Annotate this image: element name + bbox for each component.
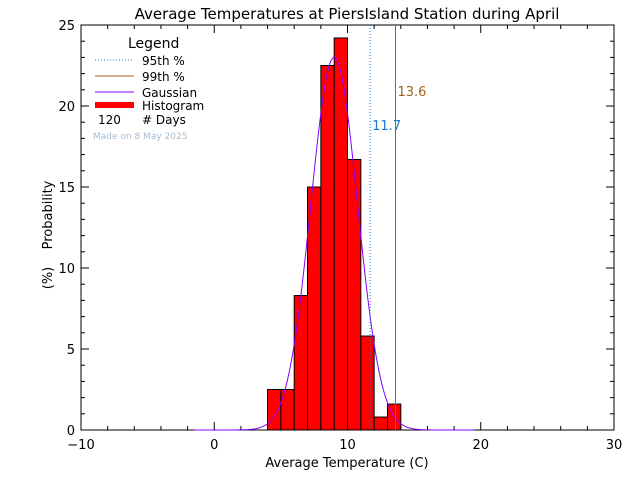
percentile-label: 11.7 [372, 119, 401, 134]
y-tick-label: 5 [67, 343, 75, 358]
y-tick-label: 0 [67, 424, 75, 439]
x-tick-label: 0 [210, 438, 218, 453]
x-tick-label: 20 [472, 438, 489, 453]
histogram-bar [320, 65, 335, 431]
histogram-bar [307, 186, 322, 431]
y-tick-label: 20 [58, 100, 75, 115]
x-tick-label: 30 [606, 438, 623, 453]
chart-title: Average Temperatures at PiersIsland Stat… [135, 5, 560, 23]
x-tick-label: −10 [67, 438, 94, 453]
y-axis-unit: (%) [41, 267, 56, 290]
percentile-label: 13.6 [397, 85, 426, 100]
legend: Legend 95th % 99th % Gaussian Histogram … [93, 36, 204, 142]
legend-title: Legend [128, 36, 179, 52]
legend-entry-95th: 95th % [142, 54, 185, 68]
y-tick-label: 15 [58, 181, 75, 196]
histogram-bar [347, 158, 362, 431]
histogram-bar [267, 389, 282, 431]
legend-entry-gaussian: Gaussian [142, 86, 197, 100]
y-tick-label: 25 [58, 19, 75, 34]
histogram-bars [267, 37, 402, 431]
x-axis-label: Average Temperature (C) [265, 456, 428, 471]
histogram-bar [360, 335, 375, 431]
y-axis-label: Probability [41, 180, 56, 249]
histogram-bar [293, 295, 309, 431]
legend-swatch-histogram [95, 102, 134, 108]
histogram-bar [373, 416, 388, 431]
made-on-watermark: Made on 8 May 2025 [93, 132, 187, 142]
legend-day-count: 120 [98, 113, 121, 127]
y-tick-label: 10 [58, 262, 75, 277]
legend-day-count-label: # Days [142, 113, 186, 127]
legend-entry-99th: 99th % [142, 70, 185, 84]
legend-entry-histogram: Histogram [142, 99, 204, 113]
x-tick-label: 10 [339, 438, 356, 453]
percentile-lines: 11.7 13.6 [369, 25, 426, 430]
